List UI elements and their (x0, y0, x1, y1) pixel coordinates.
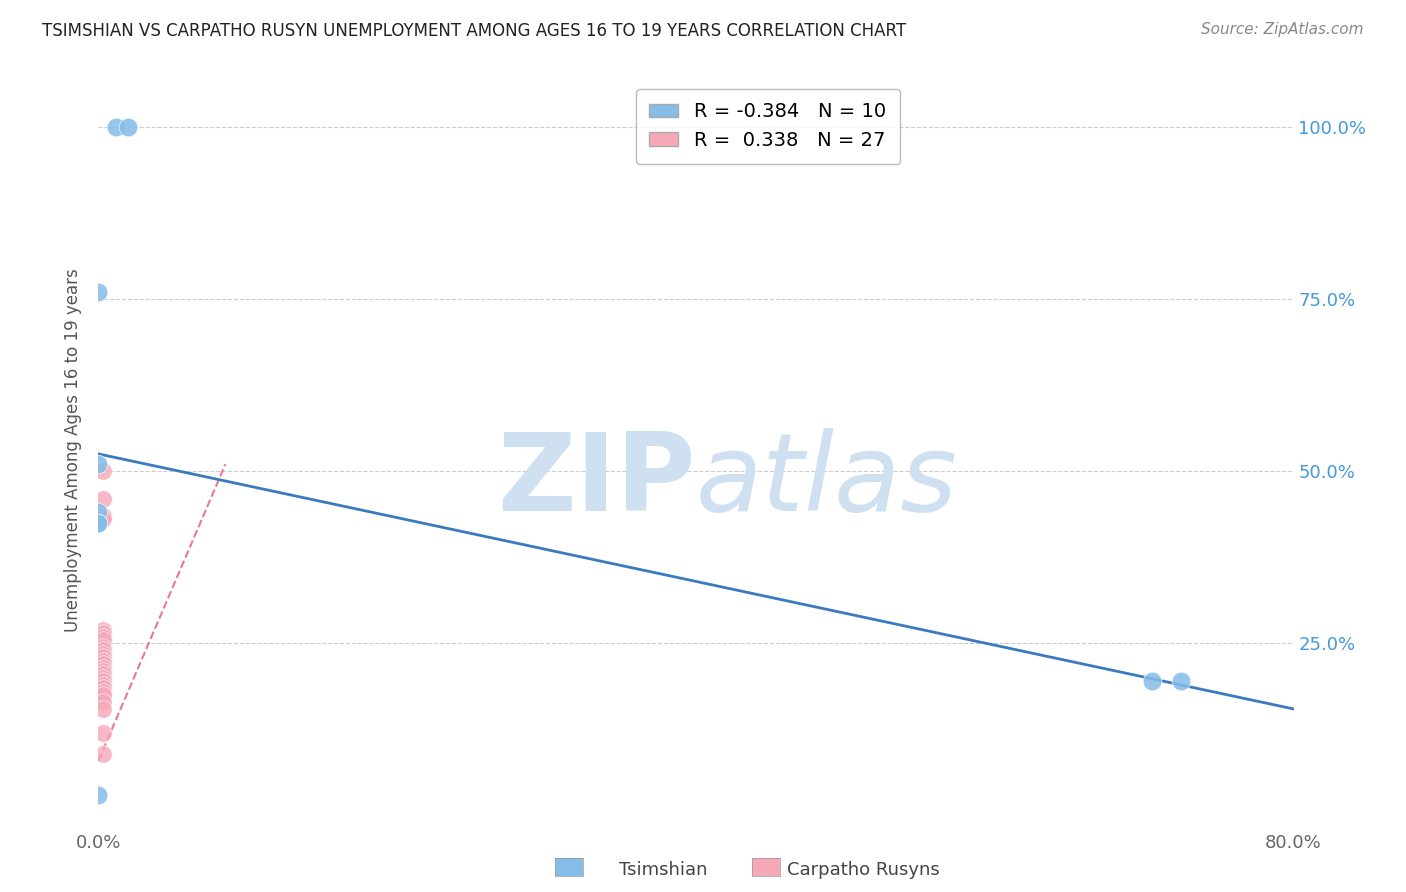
Text: TSIMSHIAN VS CARPATHO RUSYN UNEMPLOYMENT AMONG AGES 16 TO 19 YEARS CORRELATION C: TSIMSHIAN VS CARPATHO RUSYN UNEMPLOYMENT… (42, 22, 907, 40)
Point (91, 688, 114, 702)
Point (91, 684, 114, 698)
Legend: R = -0.384   N = 10, R =  0.338   N = 27: R = -0.384 N = 10, R = 0.338 N = 27 (636, 88, 900, 163)
Text: Carpatho Rusyns: Carpatho Rusyns (787, 861, 941, 879)
Point (91, 647, 114, 661)
Text: ZIP: ZIP (498, 428, 696, 533)
Y-axis label: Unemployment Among Ages 16 to 19 years: Unemployment Among Ages 16 to 19 years (65, 268, 83, 632)
Point (91, 702, 114, 716)
Point (1140, 674, 1163, 689)
Point (91, 650, 114, 665)
Point (87, 516, 110, 530)
Text: Source: ZipAtlas.com: Source: ZipAtlas.com (1201, 22, 1364, 37)
Point (91, 695, 114, 709)
Point (117, 120, 139, 134)
Point (91, 681, 114, 696)
Point (91, 657, 114, 672)
Point (91, 674, 114, 689)
Point (91, 671, 114, 685)
Point (91, 512, 114, 526)
Point (87, 285, 110, 299)
Text: Tsimshian: Tsimshian (619, 861, 707, 879)
Point (87, 788, 110, 802)
Point (87, 506, 110, 520)
Point (91, 633, 114, 648)
Text: atlas: atlas (696, 428, 957, 533)
Point (91, 630, 114, 644)
Point (91, 640, 114, 654)
Point (91, 464, 114, 478)
Point (91, 660, 114, 674)
Point (91, 508, 114, 523)
Point (91, 623, 114, 637)
Point (91, 643, 114, 657)
Point (91, 654, 114, 668)
Point (105, 120, 128, 134)
Point (91, 626, 114, 640)
Point (91, 678, 114, 692)
Point (91, 491, 114, 506)
Point (1170, 674, 1192, 689)
Point (87, 516, 110, 530)
Point (91, 726, 114, 740)
Point (91, 667, 114, 681)
Point (91, 664, 114, 678)
Point (91, 747, 114, 761)
Point (87, 457, 110, 471)
